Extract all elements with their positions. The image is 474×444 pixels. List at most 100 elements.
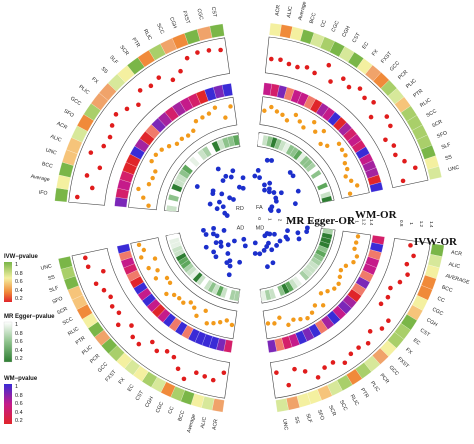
svg-text:IVW−pvalue: IVW−pvalue [4, 254, 39, 260]
wm-scale-tick: 0.8 [347, 218, 352, 225]
ivw-dot [136, 102, 141, 108]
wm-dot [149, 158, 154, 164]
wm-dot [336, 141, 342, 147]
wm-dot [223, 115, 228, 120]
ivw-dot [181, 376, 187, 382]
wm-dot [343, 153, 348, 158]
sector-border [71, 247, 231, 399]
egger-dot [277, 238, 283, 244]
egger-dot [252, 173, 258, 179]
wm-heat-cell [369, 182, 384, 193]
ivw-dot [269, 56, 274, 62]
ivw-dot [404, 261, 410, 267]
sector-border [128, 96, 238, 211]
egger-dot [210, 231, 216, 237]
segment-label: CC [167, 405, 175, 414]
wm-dot [286, 322, 291, 328]
wm-dot [337, 274, 343, 280]
egger-dot [241, 236, 247, 242]
svg-text:0.8: 0.8 [15, 393, 23, 399]
wm-heat-cell [221, 83, 233, 97]
egger-dot [223, 173, 229, 179]
egger-dot [270, 260, 276, 266]
ivw-dot [357, 86, 363, 91]
wm-dot [136, 186, 141, 192]
wm-dot [164, 275, 170, 281]
ivw-dot [328, 79, 333, 84]
wm-dot [312, 303, 318, 308]
segment-label: GCC [387, 365, 399, 378]
ivw-dot [83, 255, 88, 261]
ivw-dot [383, 137, 388, 143]
ivw-dot [342, 360, 348, 366]
segment-label: PTR [412, 88, 424, 99]
data-dots [74, 47, 418, 388]
segment-label: SCR [118, 44, 130, 57]
segment-label: CC [436, 296, 445, 305]
ivw-dot [362, 95, 367, 101]
segment-label: SCR [327, 405, 337, 418]
wm-dot [318, 141, 323, 147]
sector-name: RD [236, 206, 244, 212]
segment-label: SS [444, 154, 453, 162]
egger-dot [273, 198, 279, 204]
ivw-dot [97, 165, 103, 171]
wm-dot [305, 315, 310, 321]
wm-scale-tick: 1 [354, 220, 359, 223]
legend-wm: WM−pvalue 1 0.8 0.6 0.4 0.2 [4, 376, 38, 424]
ivw-dot [150, 339, 155, 345]
wm-dot [348, 178, 354, 184]
ivw-dot [356, 345, 361, 350]
ivw-heat-cell [275, 398, 289, 413]
ivw-dot [221, 370, 227, 376]
egger-dot [257, 251, 263, 257]
egger-dot [203, 244, 209, 250]
track-title-ivw: IVW-OR [414, 236, 458, 248]
segment-label: Average [297, 1, 308, 21]
svg-text:0.4: 0.4 [15, 348, 23, 354]
ivw-dot [326, 62, 332, 68]
wm-dot [211, 321, 216, 326]
ivw-dot [164, 349, 170, 354]
egger-dot [227, 195, 233, 201]
segment-label: SCC [338, 399, 348, 412]
segment-label: SS [100, 66, 110, 76]
egger-dot [255, 168, 261, 173]
segment-label: PCR [89, 353, 101, 365]
egger-dot [240, 175, 246, 181]
ivw-dot [156, 75, 162, 80]
wm-dot [155, 268, 160, 273]
egger-dot [217, 199, 222, 205]
wm-dot [354, 183, 360, 188]
segment-label: FXST [104, 369, 118, 384]
egger-scale-tick: 5 [309, 221, 314, 224]
segment-label: FXST [181, 10, 191, 25]
ivw-dot [137, 88, 143, 93]
wm-dot [200, 115, 205, 120]
egger-dot [296, 236, 302, 242]
egger-dot [257, 175, 262, 181]
segment-label: SLF [304, 413, 312, 424]
wm-dot [141, 247, 147, 253]
wm-dot [194, 313, 199, 319]
segment-label: ALIC [286, 6, 294, 19]
segment-label: PLIC [77, 84, 90, 96]
wm-dot [284, 118, 290, 123]
segment-label: FX [118, 376, 127, 385]
wm-dot [192, 305, 197, 310]
wm-dot [188, 300, 193, 305]
ivw-dot [408, 243, 413, 248]
svg-text:MR Egger−pvalue: MR Egger−pvalue [4, 314, 55, 320]
segment-label: PTR [75, 335, 87, 346]
egger-dot [265, 264, 270, 270]
ivw-dot [295, 64, 300, 70]
segment-label: CST [210, 6, 218, 18]
ivw-heat-cell [209, 23, 225, 39]
ivw-dot [278, 57, 283, 63]
segment-label: UNC [281, 419, 289, 431]
wm-heat-cell [116, 243, 131, 254]
ivw-dot [171, 354, 177, 360]
egger-dot [266, 189, 272, 195]
segment-label: BCC [41, 161, 53, 170]
segment-label: CGH [425, 317, 438, 328]
